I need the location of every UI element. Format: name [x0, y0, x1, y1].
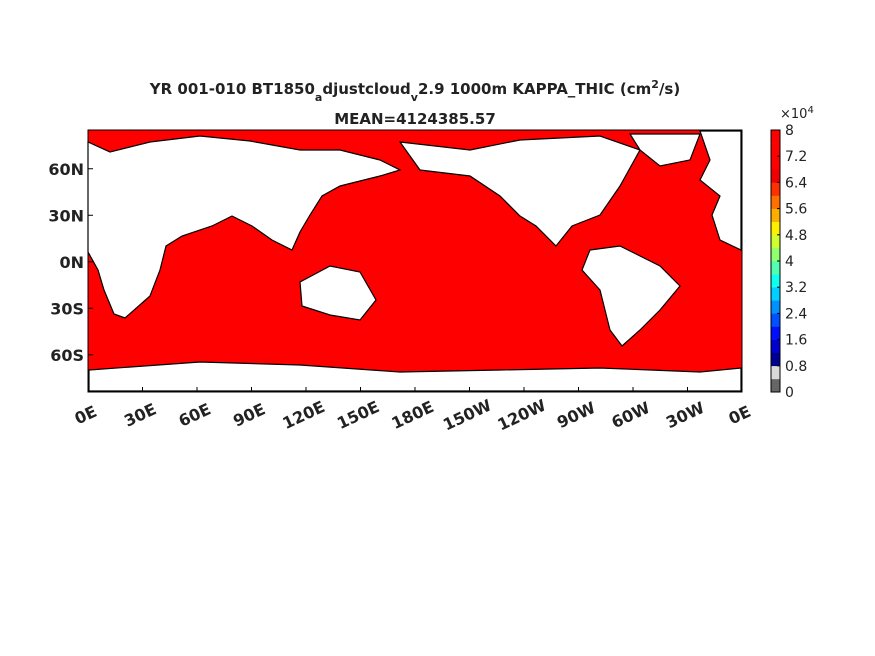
colorbar-segment: [771, 352, 780, 367]
title-part: 2.9 1000m KAPPA_THIC (cm: [418, 80, 651, 98]
colorbar-segment: [771, 182, 780, 196]
colorbar-tick-label: 1.6: [785, 333, 807, 349]
exponent-power: 4: [807, 105, 813, 116]
colorbar-segment: [771, 143, 780, 157]
greenland: [628, 133, 701, 167]
x-tick-label: 120W: [495, 395, 550, 434]
colorbar-tick-label: 6.4: [785, 175, 807, 191]
colorbar-segment: [771, 221, 780, 236]
europe-west-africa: [699, 130, 742, 251]
south-america: [581, 245, 681, 347]
title-part: v: [411, 91, 419, 104]
chart-subtitle: MEAN=4124385.57: [334, 110, 496, 128]
y-tick-label: 60S: [50, 346, 84, 365]
colorbar-segment: [771, 339, 780, 353]
land: [87, 130, 742, 392]
colorbar-tick-label: 8: [785, 123, 794, 139]
colorbar-segment: [771, 195, 780, 209]
australia: [299, 265, 377, 321]
colorbar-segment: [771, 300, 780, 314]
colorbar-segment: [771, 208, 780, 222]
colorbar-segment: [771, 261, 780, 275]
colorbar-segment: [771, 169, 780, 183]
x-tick-label: 180E: [389, 397, 437, 433]
colorbar-tick-label: 4: [785, 254, 794, 270]
colorbar-segment: [771, 274, 780, 288]
x-tick-label: 30W: [663, 398, 708, 432]
x-tick-label: 150E: [334, 397, 382, 433]
colorbar-tick-label: 0: [785, 385, 794, 401]
x-tick-label: 150W: [440, 395, 495, 434]
title-part: a: [315, 91, 322, 104]
y-tick-label: 30N: [48, 206, 84, 225]
colorbar-segment: [771, 326, 780, 340]
colorbar-segment: [771, 287, 780, 301]
colorbar-tick-label: 2.4: [785, 306, 807, 322]
x-tick-label: 0E: [726, 402, 754, 429]
x-tick-label: 90W: [554, 398, 599, 432]
colorbar-tick-label: 4.8: [785, 228, 807, 244]
x-tick-label: 120E: [280, 397, 328, 433]
north-america: [398, 135, 641, 247]
chart-title: YR 001-010 BT1850adjustcloudv2.9 1000m K…: [149, 78, 680, 104]
colorbar-tick-label: 5.6: [785, 202, 807, 218]
colorbar-tick-label: 0.8: [785, 359, 807, 375]
x-tick-label: 30E: [121, 399, 159, 430]
eurasia-africa: [87, 135, 402, 319]
x-tick-label: 90E: [230, 399, 268, 430]
colorbar-segment: [771, 313, 780, 327]
y-tick-label: 60N: [48, 160, 84, 179]
title-part: /s): [659, 80, 680, 98]
title-part: YR 001-010 BT1850: [149, 80, 315, 98]
x-tick-label: 0E: [72, 402, 100, 429]
colorbar-tick-label: 3.2: [785, 280, 807, 296]
colorbar-segment: [771, 365, 780, 380]
exponent-base: ×10: [780, 107, 807, 122]
colorbar: 0 0.8 1.6 2.4 3.2 4 4.8 5.6 6.4 7.2 8: [770, 123, 807, 401]
colorbar-segment: [771, 378, 780, 393]
colorbar-exponent: ×104: [780, 105, 814, 123]
colorbar-segment: [771, 247, 780, 262]
y-tick-label: 30S: [50, 299, 84, 318]
x-tick-label: 60W: [609, 398, 654, 432]
colorbar-segment: [771, 130, 780, 144]
colorbar-segment: [771, 156, 780, 170]
colorbar-segment: [771, 234, 780, 249]
title-part: djustcloud: [322, 80, 410, 98]
colorbar-tick-label: 7.2: [785, 149, 807, 165]
x-tick-label: 60E: [176, 399, 214, 430]
y-tick-label: 0N: [59, 253, 84, 272]
title-part: 2: [651, 78, 659, 91]
